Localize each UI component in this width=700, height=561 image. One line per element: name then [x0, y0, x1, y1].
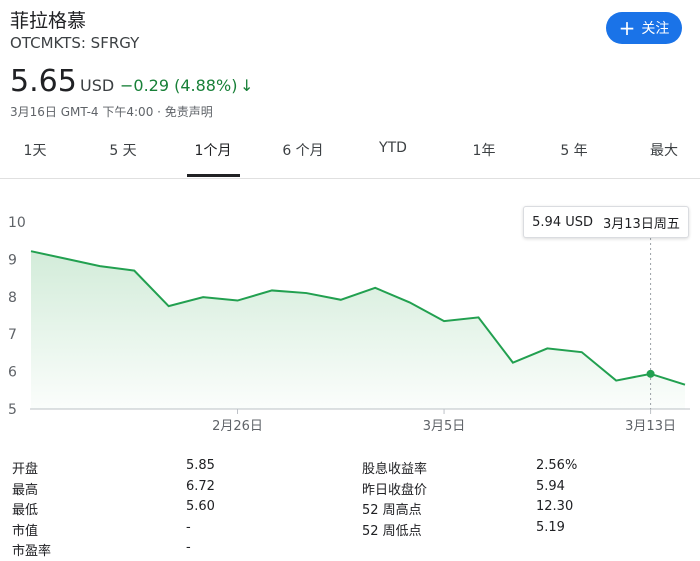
arrow-down-icon: ↓ — [240, 76, 254, 95]
stat-52w-high: 52 周高点 12.30 — [362, 499, 574, 518]
price-area — [31, 251, 685, 409]
tab-ytd[interactable]: YTD — [379, 140, 407, 156]
tab-6m[interactable]: 6 个月 — [282, 143, 324, 159]
y-tick-label: 10 — [8, 215, 26, 231]
y-tick-label: 6 — [8, 365, 17, 381]
current-price: 5.65 — [10, 64, 77, 99]
x-tick-label: 2月26日 — [212, 419, 263, 434]
active-tab-indicator — [187, 174, 240, 177]
tab-max[interactable]: 最大 — [650, 143, 678, 159]
highlight-point — [646, 369, 655, 378]
stock-ticker: OTCMKTS: SFRGY — [10, 34, 140, 52]
stock-name: 菲拉格慕 — [10, 10, 87, 32]
y-tick-label: 9 — [8, 252, 17, 268]
tab-1d[interactable]: 1天 — [23, 143, 47, 159]
plus-icon: + — [618, 16, 636, 40]
tab-5y[interactable]: 5 年 — [560, 143, 588, 159]
tab-1m[interactable]: 1个月 — [194, 143, 232, 159]
stat-52w-low: 52 周低点 5.19 — [362, 519, 565, 539]
range-tabs: 1天 5 天 1个月 6 个月 YTD 1年 5 年 最大 — [0, 130, 700, 179]
stat-high: 最高 6.72 — [12, 478, 215, 498]
stat-low: 最低 5.60 — [12, 499, 215, 518]
stat-pe-ratio: 市盈率 - — [12, 540, 191, 559]
price-chart[interactable]: 10 9 8 7 6 5 2月26日 3月5日 3月13日 — [0, 178, 700, 448]
x-tick-label: 3月5日 — [423, 419, 466, 434]
y-tick-label: 8 — [8, 290, 17, 306]
chart-tooltip: 5.94 USD 3月13日周五 — [523, 206, 689, 238]
follow-button-label: 关注 — [641, 21, 670, 37]
price-meta: 3月16日 GMT-4 下午4:00 · 免责声明 — [10, 105, 213, 119]
price-line — [30, 250, 686, 386]
tab-1y[interactable]: 1年 — [472, 143, 496, 159]
stat-open: 开盘 5.85 — [12, 458, 215, 477]
tooltip-date: 3月13日周五 — [603, 216, 680, 232]
price-change: −0.29 (4.88%) — [120, 76, 238, 95]
stat-dividend-yield: 股息收益率 2.56% — [362, 458, 578, 477]
tooltip-value: 5.94 USD — [532, 214, 594, 230]
follow-button[interactable]: + 关注 — [606, 12, 682, 44]
x-tick-label: 3月13日 — [625, 419, 676, 434]
y-tick-label: 5 — [8, 402, 17, 418]
stat-market-cap: 市值 - — [12, 519, 191, 539]
currency-label: USD — [80, 76, 115, 95]
y-tick-label: 7 — [8, 327, 17, 343]
tab-5d[interactable]: 5 天 — [109, 143, 137, 159]
stats-right: 股息收益率 2.56% 昨日收盘价 5.94 52 周高点 12.30 52 周低点 5… — [362, 458, 692, 540]
stat-prev-close: 昨日收盘价 5.94 — [362, 478, 565, 498]
stats-left: 开盘 5.85 最高 6.72 最低 5.60 市值 - 市盈率 - — [12, 458, 342, 561]
